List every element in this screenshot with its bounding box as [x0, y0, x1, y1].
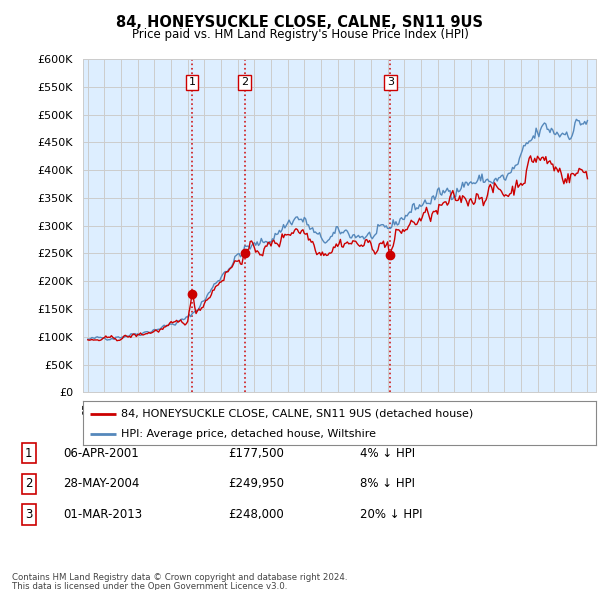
Text: 2: 2: [25, 477, 32, 490]
Text: 1: 1: [188, 77, 196, 87]
Text: 1: 1: [25, 447, 32, 460]
Text: £249,950: £249,950: [228, 477, 284, 490]
Text: 8% ↓ HPI: 8% ↓ HPI: [360, 477, 415, 490]
Text: 84, HONEYSUCKLE CLOSE, CALNE, SN11 9US: 84, HONEYSUCKLE CLOSE, CALNE, SN11 9US: [116, 15, 484, 30]
Text: 3: 3: [25, 508, 32, 521]
Text: 4% ↓ HPI: 4% ↓ HPI: [360, 447, 415, 460]
Text: HPI: Average price, detached house, Wiltshire: HPI: Average price, detached house, Wilt…: [121, 430, 376, 440]
Text: Contains HM Land Registry data © Crown copyright and database right 2024.: Contains HM Land Registry data © Crown c…: [12, 573, 347, 582]
Text: Price paid vs. HM Land Registry's House Price Index (HPI): Price paid vs. HM Land Registry's House …: [131, 28, 469, 41]
Text: 2: 2: [241, 77, 248, 87]
Text: 20% ↓ HPI: 20% ↓ HPI: [360, 508, 422, 521]
Text: £248,000: £248,000: [228, 508, 284, 521]
Text: £177,500: £177,500: [228, 447, 284, 460]
Text: 06-APR-2001: 06-APR-2001: [63, 447, 139, 460]
Text: 84, HONEYSUCKLE CLOSE, CALNE, SN11 9US (detached house): 84, HONEYSUCKLE CLOSE, CALNE, SN11 9US (…: [121, 409, 473, 418]
Text: This data is licensed under the Open Government Licence v3.0.: This data is licensed under the Open Gov…: [12, 582, 287, 590]
Text: 28-MAY-2004: 28-MAY-2004: [63, 477, 139, 490]
Text: 3: 3: [387, 77, 394, 87]
Text: 01-MAR-2013: 01-MAR-2013: [63, 508, 142, 521]
